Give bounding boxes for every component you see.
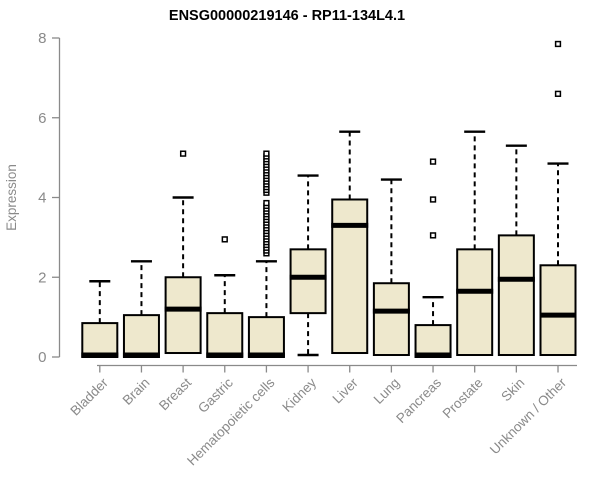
box-liver (331, 198, 369, 355)
x-tick-label: Breast (156, 375, 194, 413)
box-pancreas (414, 324, 452, 359)
x-tick-label: Brain (120, 375, 153, 408)
x-tick-label: Lung (371, 375, 403, 407)
box-lung (372, 282, 410, 357)
x-tick-label: Bladder (67, 375, 111, 419)
y-tick-label: 6 (38, 110, 46, 127)
x-tick-label: Unknown / Other (487, 375, 570, 458)
box-breast (164, 276, 202, 355)
outlier-point (429, 158, 437, 165)
outlier-point (179, 150, 187, 157)
outlier-point (429, 196, 437, 203)
outlier-point (554, 40, 562, 48)
chart-title: ENSG00000219146 - RP11-134L4.1 (168, 8, 406, 24)
x-tick-label: Pancreas (393, 375, 444, 426)
outlier-point (221, 236, 228, 243)
x-tick-label: Skin (498, 375, 527, 404)
outlier-point (263, 150, 270, 157)
box-prostate (456, 248, 494, 357)
outlier-point (263, 199, 270, 207)
box-unknown-other (539, 264, 577, 357)
y-tick-label: 2 (38, 269, 46, 286)
x-tick-label: Kidney (279, 375, 319, 415)
y-tick-label: 8 (38, 30, 46, 47)
box-hematopoietic-cells (247, 316, 285, 358)
x-tick-label: Liver (330, 375, 362, 407)
box-kidney (289, 248, 327, 315)
y-tick-label: 0 (38, 349, 46, 366)
x-tick-label: Gastric (195, 375, 236, 416)
box-gastric (206, 312, 244, 359)
outlier-point (429, 232, 437, 239)
box-skin (497, 234, 535, 357)
box-brain (122, 314, 160, 359)
y-tick-label: 4 (38, 190, 46, 207)
box-bladder (81, 322, 119, 359)
outlier-point (554, 90, 562, 97)
x-tick-label: Prostate (440, 375, 486, 421)
y-axis-title: Expression (4, 164, 19, 231)
